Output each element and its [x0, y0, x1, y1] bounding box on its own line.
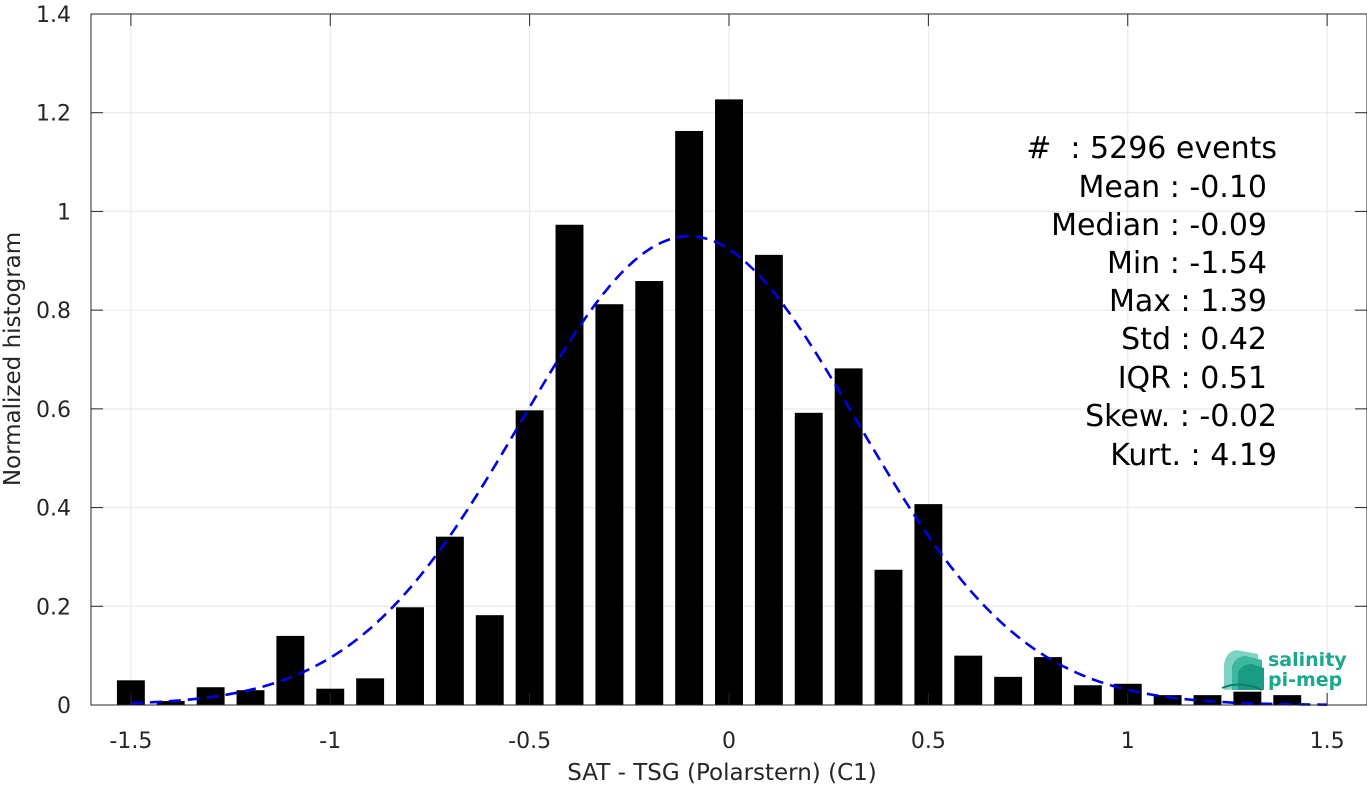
stat-skew: Skew. : -0.02 [1085, 399, 1277, 434]
x-axis-label: SAT - TSG (Polarstern) (C1) [567, 760, 876, 785]
histogram-bar [834, 368, 863, 705]
histogram-bar [1153, 695, 1182, 705]
histogram-bar [675, 130, 704, 705]
histogram-bar [635, 281, 664, 705]
y-tick-label: 1 [57, 200, 71, 225]
histogram-bars [116, 99, 1302, 705]
y-tick-labels: 0 0.2 0.4 0.6 0.8 1 1.2 1.4 [36, 3, 71, 719]
histogram-bar [994, 676, 1023, 705]
histogram-bar [236, 690, 265, 705]
histogram-bar [874, 569, 903, 705]
histogram-bar [396, 607, 424, 705]
x-tick-label: -1 [319, 729, 341, 754]
stat-mean: Mean : -0.10 [1078, 170, 1267, 205]
y-tick-label: 0 [57, 694, 71, 719]
histogram-bar [1034, 657, 1062, 705]
histogram-bar [475, 615, 504, 705]
histogram-bar [715, 99, 743, 705]
logo-wave-icon [1221, 650, 1264, 691]
histogram-bar [794, 412, 823, 705]
stat-max: Max : 1.39 [1109, 284, 1267, 319]
stat-iqr: IQR : 0.51 [1118, 361, 1267, 396]
x-tick-label: 0.5 [911, 729, 946, 754]
statistics-annotation: # : 5296 events Mean : -0.10 Median : -0… [1026, 131, 1277, 473]
x-tick-label: 0 [722, 729, 736, 754]
histogram-bar [515, 410, 544, 705]
stat-std: Std : 0.42 [1121, 322, 1267, 357]
stat-count: # : 5296 events [1026, 131, 1277, 166]
histogram-bar [1273, 695, 1302, 705]
x-tick-labels: -1.5 -1 -0.5 0 0.5 1 1.5 [109, 729, 1344, 754]
x-tick-label: 1.5 [1310, 729, 1345, 754]
histogram-bar [595, 304, 624, 705]
axis-ticks [91, 13, 1367, 706]
stat-min: Min : -1.54 [1107, 246, 1267, 281]
histogram-bar [954, 655, 983, 705]
stat-median: Median : -0.09 [1051, 208, 1267, 243]
histogram-bar [1233, 691, 1262, 705]
x-tick-label: 1 [1121, 729, 1135, 754]
y-tick-label: 0.6 [36, 398, 71, 423]
salinity-pi-mep-logo: salinity pi-mep [1221, 649, 1347, 691]
y-tick-label: 0.4 [36, 497, 71, 522]
y-tick-label: 0.8 [36, 299, 71, 324]
y-tick-label: 1.2 [36, 102, 71, 127]
y-tick-label: 1.4 [36, 3, 71, 28]
histogram-bar [276, 635, 305, 705]
y-axis-label: Normalized histogram [0, 232, 26, 486]
histogram-bar [356, 678, 385, 705]
histogram-bar [754, 254, 783, 705]
histogram-bar [1073, 685, 1102, 705]
x-tick-label: -1.5 [109, 729, 152, 754]
histogram-bar [555, 224, 584, 705]
histogram-bar [156, 701, 185, 705]
x-tick-label: -0.5 [508, 729, 551, 754]
y-tick-label: 0.2 [36, 595, 71, 620]
logo-text-line1: salinity [1268, 649, 1347, 671]
stat-kurt: Kurt. : 4.19 [1110, 438, 1277, 473]
logo-text-line2: pi-mep [1268, 669, 1342, 691]
histogram-bar [435, 536, 464, 705]
